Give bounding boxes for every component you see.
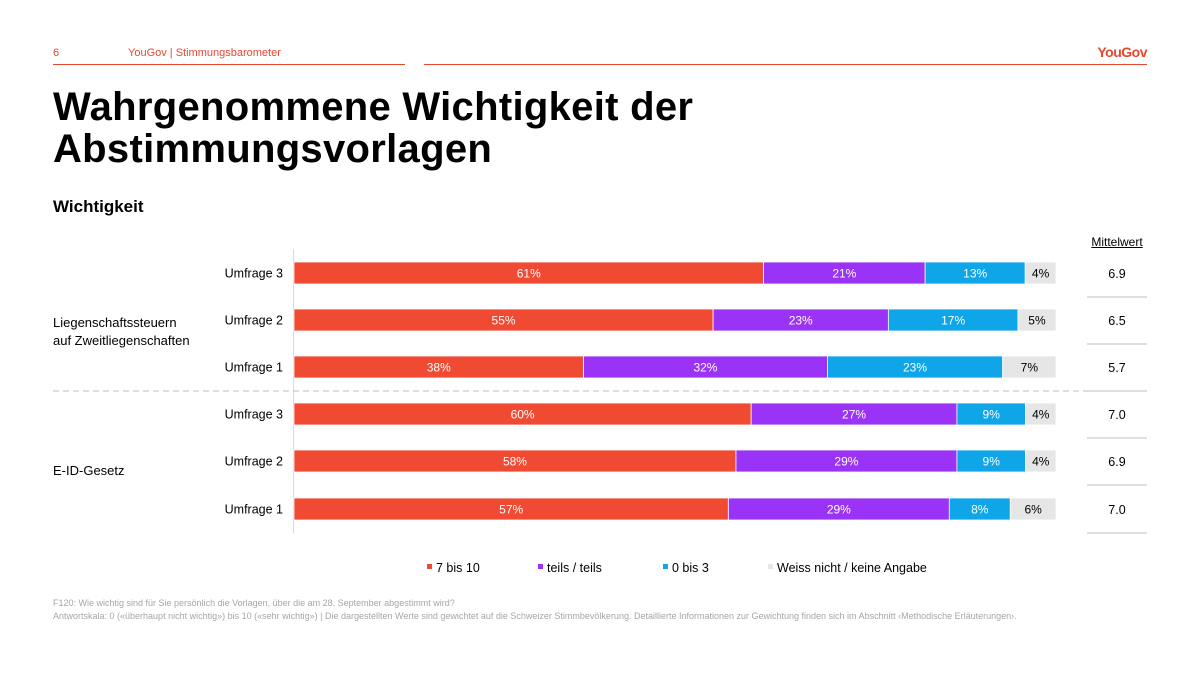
legend-label: teils / teils (547, 561, 602, 575)
data-label: 13% (963, 267, 987, 281)
mean-value: 5.7 (1108, 361, 1125, 375)
row-label: Umfrage 1 (225, 503, 283, 517)
group-label: E-ID-Gesetz (53, 463, 125, 478)
data-label: 8% (971, 503, 989, 517)
legend-label: 0 bis 3 (672, 561, 709, 575)
data-label: 23% (789, 314, 813, 328)
legend-swatch (663, 564, 668, 569)
row-label: Umfrage 3 (225, 408, 283, 422)
data-label: 23% (903, 361, 927, 375)
legend-label: 7 bis 10 (436, 561, 480, 575)
mean-value: 7.0 (1108, 503, 1125, 517)
mean-value: 6.9 (1108, 267, 1125, 281)
data-label: 7% (1021, 361, 1039, 375)
page-title: Wahrgenommene Wichtigkeit der Abstimmung… (53, 85, 694, 171)
mean-column-header: Mittelwert (1091, 235, 1143, 249)
legend-swatch (538, 564, 543, 569)
data-label: 9% (983, 408, 1001, 422)
legend-swatch (427, 564, 432, 569)
chart-subtitle: Wichtigkeit (53, 197, 144, 216)
bar-segment (1002, 355, 1057, 379)
data-label: 32% (693, 361, 717, 375)
footnote-scale: Antwortskala: 0 («überhaupt nicht wichti… (53, 611, 1017, 621)
bar-segment (1009, 497, 1057, 521)
data-label: 4% (1032, 267, 1050, 281)
data-label: 29% (827, 503, 851, 517)
mean-value: 6.9 (1108, 455, 1125, 469)
bar-segment (1025, 402, 1057, 426)
legend-swatch (768, 564, 773, 569)
data-label: 4% (1032, 455, 1050, 469)
data-label: 21% (832, 267, 856, 281)
header-brand-text: YouGov | Stimmungsbarometer (128, 47, 281, 59)
mean-value: 6.5 (1108, 314, 1125, 328)
bar-segment (1024, 261, 1057, 285)
row-label: Umfrage 1 (225, 361, 283, 375)
data-label: 38% (427, 361, 451, 375)
data-label: 9% (983, 455, 1001, 469)
page-number: 6 (53, 47, 60, 59)
bar-segment (1017, 308, 1057, 332)
data-label: 61% (517, 267, 541, 281)
data-label: 5% (1028, 314, 1046, 328)
bar-segment (1025, 449, 1057, 473)
row-label: Umfrage 3 (225, 267, 283, 281)
data-label: 57% (499, 503, 523, 517)
footnote-question: F120: Wie wichtig sind für Sie persönlic… (53, 598, 455, 608)
data-label: 58% (503, 455, 527, 469)
data-label: 6% (1024, 503, 1042, 517)
data-label: 4% (1032, 408, 1050, 422)
header-divider-right (424, 64, 1147, 65)
yougov-logo: YouGov (1097, 44, 1147, 60)
header-divider-left (53, 64, 405, 65)
data-label: 27% (842, 408, 866, 422)
row-label: Umfrage 2 (225, 314, 283, 328)
data-label: 17% (941, 314, 965, 328)
mean-value: 7.0 (1108, 408, 1125, 422)
row-label: Umfrage 2 (225, 455, 283, 469)
group-label: Liegenschaftssteuern auf Zweitliegenschaf… (53, 315, 190, 348)
data-label: 55% (492, 314, 516, 328)
data-label: 29% (834, 455, 858, 469)
legend-label: Weiss nicht / keine Angabe (777, 561, 927, 575)
data-label: 60% (511, 408, 535, 422)
